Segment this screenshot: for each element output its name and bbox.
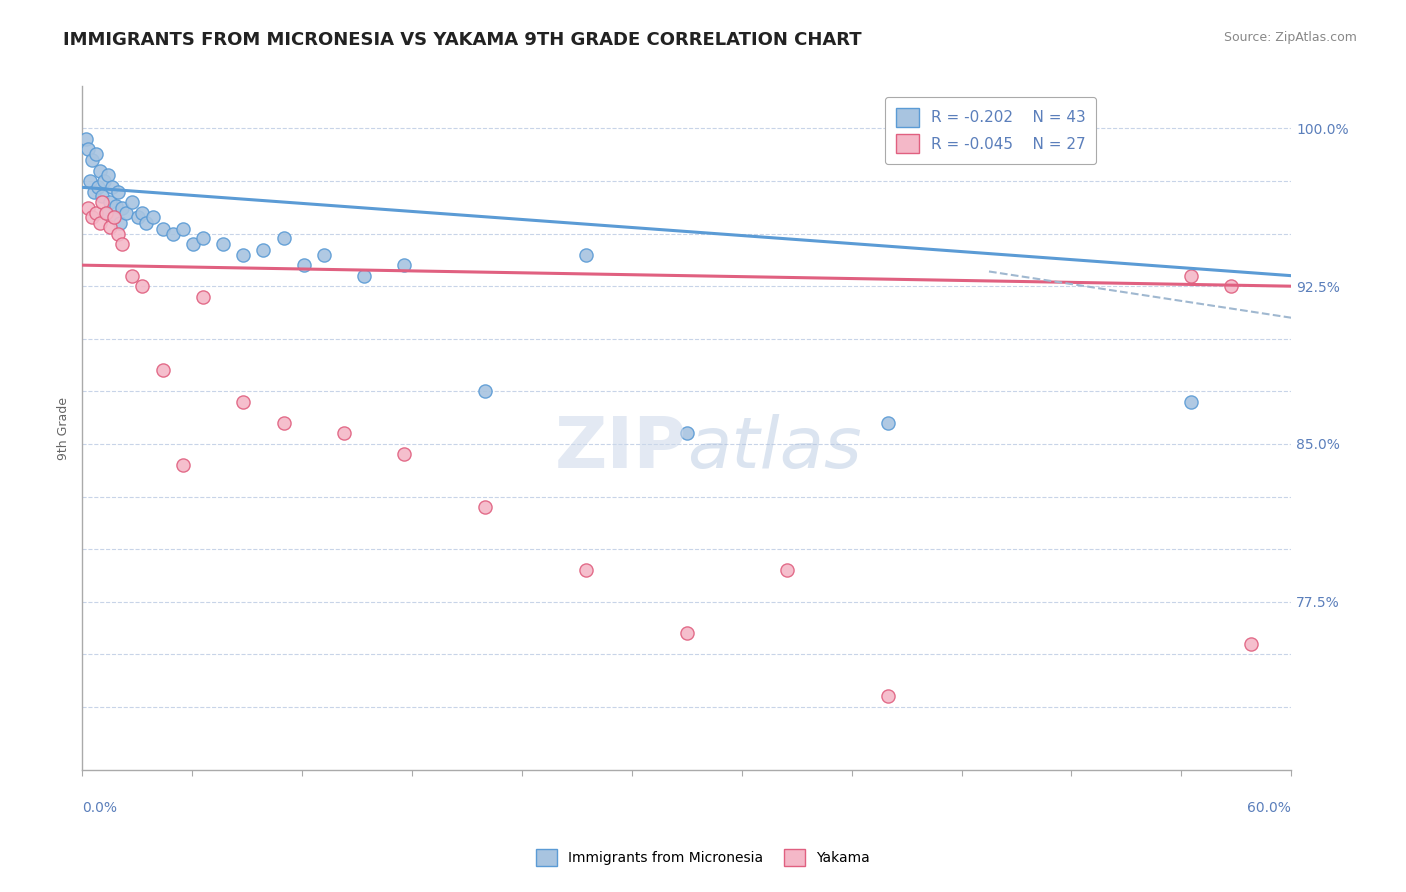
- Point: [252, 244, 274, 258]
- Point: [93, 174, 115, 188]
- Text: 0.0%: 0.0%: [82, 800, 117, 814]
- Point: [79, 174, 101, 188]
- Point: [87, 180, 110, 194]
- Point: [121, 268, 143, 283]
- Text: ZIP: ZIP: [554, 414, 686, 483]
- Point: [172, 458, 194, 472]
- Point: [91, 188, 114, 202]
- Point: [1180, 395, 1202, 409]
- Point: [84, 205, 107, 219]
- Point: [96, 205, 118, 219]
- Point: [103, 210, 125, 224]
- Point: [232, 395, 254, 409]
- Point: [333, 426, 356, 441]
- Text: atlas: atlas: [686, 414, 862, 483]
- Point: [877, 416, 900, 430]
- Point: [273, 416, 295, 430]
- Point: [96, 205, 118, 219]
- Point: [474, 500, 496, 514]
- Y-axis label: 9th Grade: 9th Grade: [58, 397, 70, 459]
- Point: [91, 195, 114, 210]
- Point: [191, 290, 214, 304]
- Point: [212, 237, 235, 252]
- Text: IMMIGRANTS FROM MICRONESIA VS YAKAMA 9TH GRADE CORRELATION CHART: IMMIGRANTS FROM MICRONESIA VS YAKAMA 9TH…: [63, 31, 862, 49]
- Point: [1219, 279, 1241, 293]
- Point: [121, 195, 143, 210]
- Point: [131, 205, 153, 219]
- Point: [1180, 268, 1202, 283]
- Point: [77, 143, 100, 157]
- Legend: R = -0.202    N = 43, R = -0.045    N = 27: R = -0.202 N = 43, R = -0.045 N = 27: [884, 97, 1097, 164]
- Text: Source: ZipAtlas.com: Source: ZipAtlas.com: [1223, 31, 1357, 45]
- Point: [141, 210, 163, 224]
- Point: [131, 279, 153, 293]
- Point: [575, 563, 598, 577]
- Point: [135, 216, 157, 230]
- Point: [353, 268, 375, 283]
- Point: [776, 563, 799, 577]
- Point: [191, 231, 214, 245]
- Point: [80, 153, 103, 167]
- Point: [152, 363, 174, 377]
- Point: [394, 258, 416, 272]
- Point: [181, 237, 204, 252]
- Point: [1240, 637, 1263, 651]
- Point: [80, 210, 103, 224]
- Point: [152, 222, 174, 236]
- Text: 60.0%: 60.0%: [1247, 800, 1291, 814]
- Point: [675, 426, 697, 441]
- Point: [110, 216, 132, 230]
- Point: [232, 247, 254, 261]
- Point: [575, 247, 598, 261]
- Point: [312, 247, 335, 261]
- Point: [292, 258, 315, 272]
- Legend: Immigrants from Micronesia, Yakama: Immigrants from Micronesia, Yakama: [530, 844, 876, 871]
- Point: [107, 185, 129, 199]
- Point: [105, 199, 128, 213]
- Point: [111, 237, 134, 252]
- Point: [83, 185, 105, 199]
- Point: [162, 227, 184, 241]
- Point: [84, 146, 107, 161]
- Point: [77, 202, 100, 216]
- Point: [98, 195, 121, 210]
- Point: [127, 210, 149, 224]
- Point: [111, 202, 134, 216]
- Point: [89, 163, 111, 178]
- Point: [115, 205, 138, 219]
- Point: [172, 222, 194, 236]
- Point: [101, 180, 124, 194]
- Point: [675, 626, 697, 640]
- Point: [89, 216, 111, 230]
- Point: [394, 448, 416, 462]
- Point: [97, 168, 120, 182]
- Point: [474, 384, 496, 399]
- Point: [103, 210, 125, 224]
- Point: [75, 132, 97, 146]
- Point: [273, 231, 295, 245]
- Point: [877, 690, 900, 704]
- Point: [107, 227, 129, 241]
- Point: [98, 220, 121, 235]
